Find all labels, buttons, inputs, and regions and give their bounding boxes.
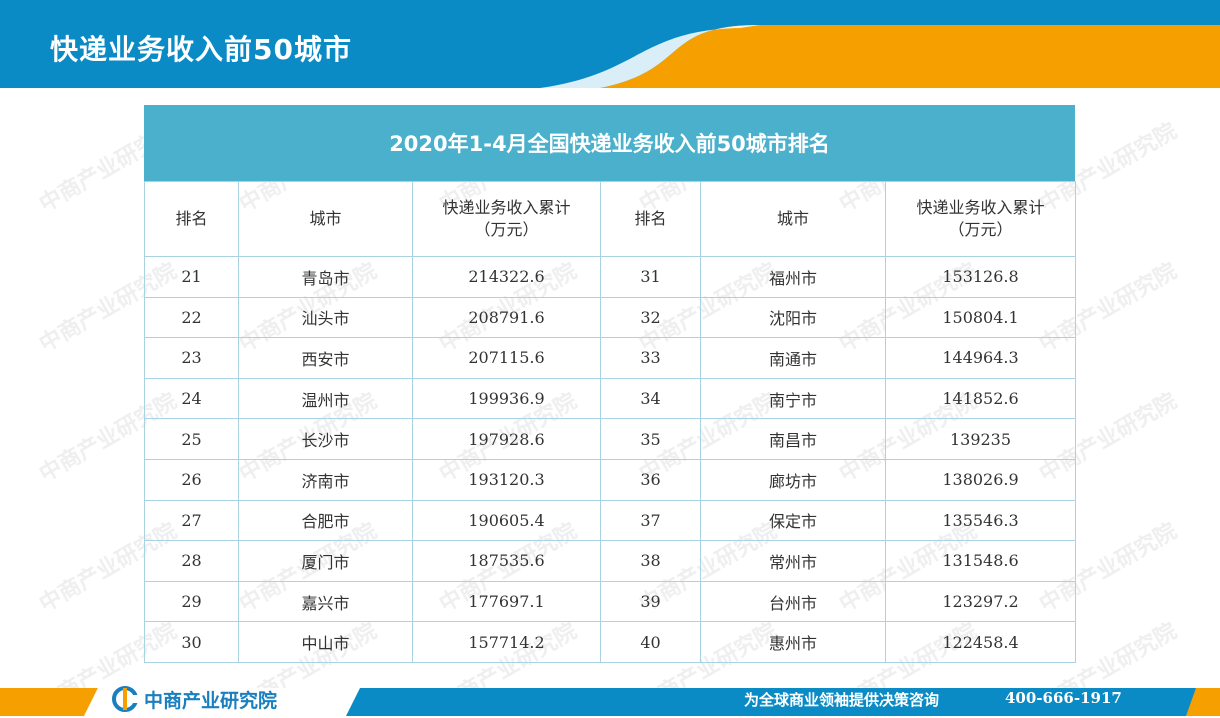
city-cell: 厦门市: [238, 540, 413, 582]
rank-cell: 21: [144, 256, 239, 298]
revenue-cell: 131548.6: [885, 540, 1076, 582]
table-row: 22 汕头市 208791.6 32 沈阳市 150804.1: [144, 296, 1076, 339]
city-cell: 保定市: [700, 499, 886, 542]
table-row: 28 厦门市 187535.6 38 常州市 131548.6: [144, 540, 1076, 582]
column-header: 排名: [144, 181, 239, 257]
city-cell: 济南市: [238, 458, 413, 501]
table-title: 2020年1-4月全国快递业务收入前50城市排名: [144, 105, 1075, 181]
rank-cell: 24: [144, 377, 239, 420]
city-cell: 福州市: [700, 256, 886, 298]
table-row: 23 西安市 207115.6 33 南通市 144964.3: [144, 337, 1076, 379]
revenue-cell: 144964.3: [885, 337, 1076, 379]
table-header-row: 排名 城市 快递业务收入累计 （万元） 排名 城市 快递业务收入累计 （万元）: [144, 181, 1076, 257]
city-cell: 青岛市: [238, 256, 413, 298]
logo-icon: [112, 686, 138, 712]
city-cell: 合肥市: [238, 499, 413, 542]
table-row: 29 嘉兴市 177697.1 39 台州市 123297.2: [144, 580, 1076, 623]
city-cell: 沈阳市: [700, 296, 886, 339]
revenue-cell: 190605.4: [412, 499, 601, 542]
rank-cell: 22: [144, 296, 239, 339]
footer-phone: 400-666-1917: [1005, 689, 1122, 707]
revenue-cell: 122458.4: [885, 621, 1076, 663]
table-row: 21 青岛市 214322.6 31 福州市 153126.8: [144, 256, 1076, 298]
rank-cell: 29: [144, 580, 239, 623]
rank-cell: 35: [600, 418, 701, 460]
revenue-cell: 157714.2: [412, 621, 601, 663]
table-row: 26 济南市 193120.3 36 廊坊市 138026.9: [144, 458, 1076, 501]
city-cell: 惠州市: [700, 621, 886, 663]
revenue-cell: 187535.6: [412, 540, 601, 582]
city-cell: 台州市: [700, 580, 886, 623]
city-cell: 嘉兴市: [238, 580, 413, 623]
rank-cell: 33: [600, 337, 701, 379]
rank-cell: 32: [600, 296, 701, 339]
rank-cell: 31: [600, 256, 701, 298]
column-header: 排名: [600, 181, 701, 257]
rank-cell: 34: [600, 377, 701, 420]
revenue-cell: 177697.1: [412, 580, 601, 623]
rank-cell: 37: [600, 499, 701, 542]
rank-cell: 39: [600, 580, 701, 623]
ranking-table-container: 2020年1-4月全国快递业务收入前50城市排名 排名 城市 快递业务收入累计 （万元…: [144, 105, 1076, 663]
revenue-cell: 150804.1: [885, 296, 1076, 339]
revenue-cell: 123297.2: [885, 580, 1076, 623]
footer-slogan: 为全球商业领袖提供决策咨询: [744, 691, 940, 709]
city-cell: 南宁市: [700, 377, 886, 420]
footer-logo: 中商产业研究院: [112, 686, 277, 712]
rank-cell: 36: [600, 458, 701, 501]
revenue-cell: 207115.6: [412, 337, 601, 379]
city-cell: 南通市: [700, 337, 886, 379]
revenue-cell: 139235: [885, 418, 1076, 460]
ranking-table: 排名 城市 快递业务收入累计 （万元） 排名 城市 快递业务收入累计 （万元） 21 青岛市 21…: [144, 181, 1076, 663]
rank-cell: 40: [600, 621, 701, 663]
revenue-cell: 135546.3: [885, 499, 1076, 542]
table-row: 27 合肥市 190605.4 37 保定市 135546.3: [144, 499, 1076, 542]
column-header: 城市: [238, 181, 413, 257]
city-cell: 长沙市: [238, 418, 413, 460]
city-cell: 中山市: [238, 621, 413, 663]
city-cell: 廊坊市: [700, 458, 886, 501]
city-cell: 常州市: [700, 540, 886, 582]
city-cell: 西安市: [238, 337, 413, 379]
page-title: 快递业务收入前50城市: [50, 33, 352, 66]
rank-cell: 38: [600, 540, 701, 582]
revenue-cell: 141852.6: [885, 377, 1076, 420]
header-banner: 快递业务收入前50城市: [0, 0, 1220, 88]
revenue-cell: 214322.6: [412, 256, 601, 298]
table-body: 21 青岛市 214322.6 31 福州市 153126.8 22 汕头市 208791.6 3…: [144, 256, 1076, 663]
rank-cell: 27: [144, 499, 239, 542]
revenue-cell: 138026.9: [885, 458, 1076, 501]
revenue-cell: 193120.3: [412, 458, 601, 501]
rank-cell: 30: [144, 621, 239, 663]
revenue-cell: 199936.9: [412, 377, 601, 420]
column-header: 城市: [700, 181, 886, 257]
table-row: 24 温州市 199936.9 34 南宁市 141852.6: [144, 377, 1076, 420]
rank-cell: 26: [144, 458, 239, 501]
column-header: 快递业务收入累计 （万元）: [412, 181, 601, 257]
table-row: 25 长沙市 197928.6 35 南昌市 139235: [144, 418, 1076, 460]
rank-cell: 28: [144, 540, 239, 582]
rank-cell: 25: [144, 418, 239, 460]
revenue-cell: 197928.6: [412, 418, 601, 460]
header-background: [0, 0, 1220, 88]
column-header: 快递业务收入累计 （万元）: [885, 181, 1076, 257]
revenue-cell: 153126.8: [885, 256, 1076, 298]
city-cell: 南昌市: [700, 418, 886, 460]
revenue-cell: 208791.6: [412, 296, 601, 339]
footer-background: [0, 688, 1220, 716]
footer-banner: [0, 684, 1220, 716]
logo-text: 中商产业研究院: [144, 689, 278, 712]
table-row: 30 中山市 157714.2 40 惠州市 122458.4: [144, 621, 1076, 663]
rank-cell: 23: [144, 337, 239, 379]
city-cell: 汕头市: [238, 296, 413, 339]
city-cell: 温州市: [238, 377, 413, 420]
